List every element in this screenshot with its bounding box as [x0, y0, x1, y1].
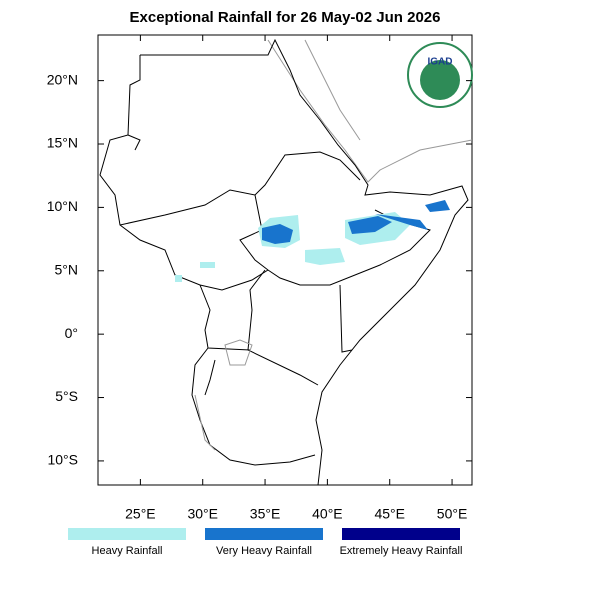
y-tick-label: 15°N: [47, 135, 78, 151]
legend-swatch: [205, 528, 323, 540]
logo-text: IGAD: [428, 57, 453, 68]
legend-swatch: [68, 528, 186, 540]
legend-label: Heavy Rainfall: [92, 545, 163, 557]
logo-map: [420, 60, 460, 100]
y-tick-label: 10°S: [47, 452, 78, 468]
rainfall-areas: [175, 200, 450, 282]
x-tick-label: 40°E: [312, 506, 343, 522]
x-tick-label: 30°E: [187, 506, 218, 522]
legend-label: Very Heavy Rainfall: [216, 545, 312, 557]
x-tick-label: 35°E: [250, 506, 281, 522]
boundaries: [99, 38, 473, 486]
y-tick-label: 0°: [65, 325, 78, 341]
legend-swatch: [342, 528, 460, 540]
y-tick-label: 20°N: [47, 71, 78, 87]
x-tick-label: 25°E: [125, 506, 156, 522]
y-tick-label: 5°N: [55, 261, 79, 277]
legend-label: Extremely Heavy Rainfall: [340, 545, 463, 557]
map-title: Exceptional Rainfall for 26 May-02 Jun 2…: [130, 9, 441, 26]
x-tick-label: 45°E: [374, 506, 405, 522]
igad-logo: IGAD: [407, 42, 473, 108]
x-tick-label: 50°E: [437, 506, 468, 522]
y-tick-label: 5°S: [55, 388, 78, 404]
map-frame: [97, 34, 473, 486]
y-tick-label: 10°N: [47, 198, 78, 214]
